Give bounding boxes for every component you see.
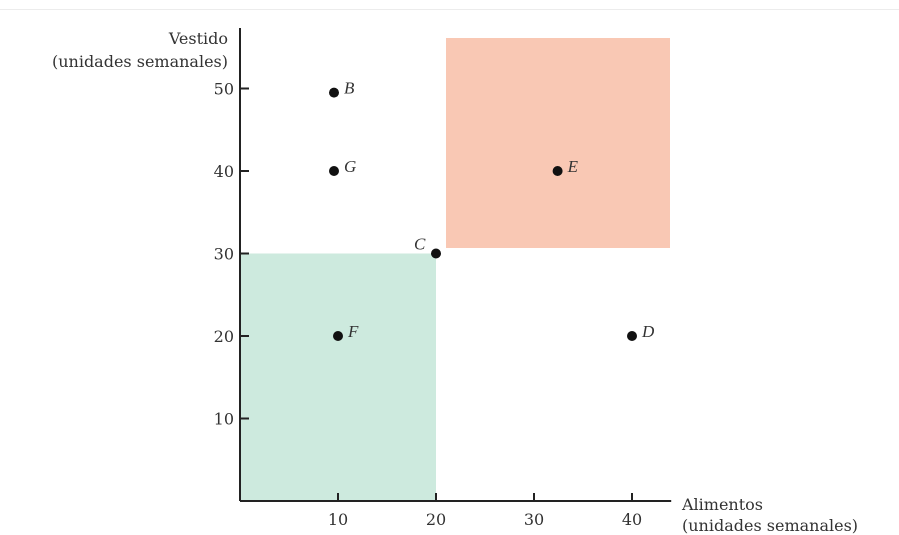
x-tick-label-20: 20 [426, 510, 446, 529]
region-preferred [446, 38, 670, 248]
axes-layer [239, 28, 672, 502]
x-tick-label-40: 40 [622, 510, 642, 529]
point-D [627, 331, 637, 341]
point-label-E: E [567, 157, 579, 176]
region-inferior [241, 253, 436, 501]
y-tick-label-10: 10 [214, 410, 234, 429]
y-tick-label-50: 50 [214, 80, 234, 99]
point-label-G: G [344, 157, 356, 176]
x-axis-label-line1: Alimentos [681, 495, 763, 514]
y-axis-label-line1: Vestido [168, 29, 228, 48]
x-tick-label-10: 10 [328, 510, 348, 529]
point-G [329, 166, 339, 176]
point-C [431, 248, 441, 259]
regions-layer [241, 38, 670, 501]
point-B [329, 87, 339, 98]
y-tick-label-20: 20 [214, 327, 234, 346]
ticks-layer: 10 20 30 40 10 20 30 40 50 [214, 80, 643, 530]
points-layer: B G C E F D [329, 79, 655, 341]
point-label-C: C [414, 235, 426, 254]
point-F [333, 331, 343, 341]
y-axis-label-line2: (unidades semanales) [52, 52, 228, 71]
top-rule [0, 9, 899, 10]
point-E [552, 166, 563, 176]
x-axis-label-line2: (unidades semanales) [682, 516, 858, 535]
y-tick-label-30: 30 [214, 245, 234, 264]
x-tick-label-30: 30 [524, 510, 544, 529]
point-label-F: F [347, 322, 359, 341]
y-tick-label-40: 40 [214, 162, 234, 181]
point-label-D: D [641, 322, 655, 341]
point-label-B: B [344, 79, 355, 98]
